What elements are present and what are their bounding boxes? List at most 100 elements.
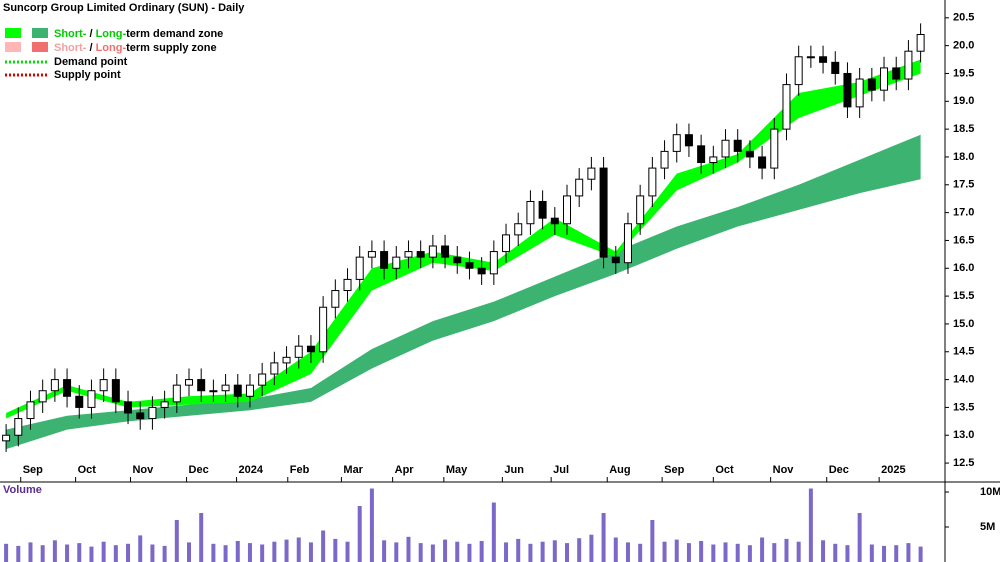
candle-body	[26, 401, 35, 420]
volume-bar	[345, 541, 350, 562]
volume-bar	[504, 542, 509, 562]
candle-body	[392, 256, 401, 269]
y-tick-label: 20.0	[953, 40, 974, 52]
x-tick-label: Sep	[23, 464, 43, 476]
volume-bar	[821, 540, 826, 562]
candle-body	[526, 200, 535, 225]
volume-bar	[369, 488, 374, 562]
x-tick-label: Jul	[553, 464, 569, 476]
y-tick-label: 13.0	[953, 429, 974, 441]
candle-body	[319, 306, 328, 353]
y-tick-label: 19.5	[953, 67, 974, 79]
volume-bar	[199, 513, 204, 562]
volume-bar	[723, 542, 728, 562]
candle-body	[867, 78, 876, 91]
candle-body	[880, 67, 889, 91]
legend-entry: Short- / Long-term supply zone	[54, 42, 217, 54]
x-tick-label: Oct	[715, 464, 734, 476]
volume-bar	[40, 545, 45, 562]
volume-bar	[796, 541, 801, 562]
volume-bar	[430, 544, 435, 562]
volume-bar	[4, 543, 9, 562]
candle-body	[87, 390, 96, 408]
volume-bar	[516, 538, 521, 562]
candle-body	[367, 251, 376, 258]
volume-bar	[638, 543, 643, 562]
volume-bar	[747, 545, 752, 562]
volume-bar	[65, 544, 70, 562]
volume-bar	[187, 542, 191, 562]
volume-bar	[577, 538, 582, 562]
volume-bar	[528, 543, 533, 562]
volume-bar	[833, 543, 838, 562]
candle-body	[355, 256, 364, 280]
volume-bar	[89, 546, 94, 562]
x-tick-label: 2024	[239, 464, 264, 476]
volume-bar	[16, 545, 21, 562]
candle-body	[721, 139, 730, 158]
x-tick-label: Oct	[78, 464, 97, 476]
candle-body	[636, 195, 645, 225]
legend-entry: Demand point	[54, 56, 128, 68]
y-tick-label: 14.0	[953, 373, 974, 385]
volume-bar	[699, 541, 704, 562]
candle-body	[672, 134, 681, 152]
candle-body	[233, 384, 242, 397]
volume-bar	[845, 545, 850, 562]
volume-bar	[540, 541, 545, 562]
x-tick-label: Mar	[343, 464, 363, 476]
candle-body	[416, 251, 425, 258]
candle-body	[709, 156, 718, 164]
volume-bar	[333, 538, 338, 562]
y-tick-label: 10M	[980, 486, 1000, 498]
candle-body	[258, 373, 267, 386]
candle-body	[587, 167, 596, 180]
candle-body	[2, 434, 11, 442]
candle-body	[245, 384, 254, 397]
volume-bar	[662, 541, 667, 562]
volume-bar	[869, 544, 874, 562]
x-tick-label: 2025	[881, 464, 905, 476]
volume-bar	[760, 537, 765, 562]
candle-body	[282, 356, 291, 364]
x-tick-label: Nov	[132, 464, 154, 476]
x-tick-label: Apr	[395, 464, 415, 476]
x-tick-label: Dec	[189, 464, 209, 476]
y-tick-label: 14.5	[953, 346, 974, 358]
volume-bar	[272, 541, 277, 562]
volume-bar	[235, 541, 240, 562]
y-tick-label: 12.5	[953, 457, 974, 469]
legend-swatch	[32, 42, 48, 52]
x-tick-label: May	[446, 464, 468, 476]
candle-body	[331, 290, 340, 308]
candle-body	[75, 395, 84, 408]
candle-body	[489, 251, 498, 275]
legend-swatch	[32, 28, 48, 38]
volume-bar	[625, 542, 630, 562]
candle-body	[611, 256, 620, 264]
candle-body	[782, 84, 791, 130]
y-tick-label: 20.5	[953, 12, 974, 24]
volume-bars	[4, 488, 923, 562]
volume-bar	[308, 542, 313, 562]
volume-bar	[894, 545, 899, 562]
candle-body	[209, 390, 218, 393]
volume-bar	[479, 541, 484, 562]
volume-bar	[491, 502, 496, 562]
candle-body	[124, 401, 133, 414]
volume-bar	[211, 543, 216, 562]
candle-body	[599, 167, 608, 258]
candle-body	[733, 139, 742, 152]
volume-bar	[260, 544, 265, 562]
chart-title: Suncorp Group Limited Ordinary (SUN) - D…	[3, 2, 245, 14]
volume-bar	[382, 540, 387, 562]
x-tick-label: Feb	[290, 464, 310, 476]
volume-bar	[565, 543, 569, 562]
volume-bar	[674, 539, 679, 562]
y-tick-label: 16.5	[953, 234, 974, 246]
candle-body	[148, 406, 157, 420]
volume-bar	[162, 545, 167, 562]
volume-bar	[138, 535, 143, 562]
volume-title: Volume	[3, 484, 42, 496]
candle-body	[697, 145, 706, 164]
